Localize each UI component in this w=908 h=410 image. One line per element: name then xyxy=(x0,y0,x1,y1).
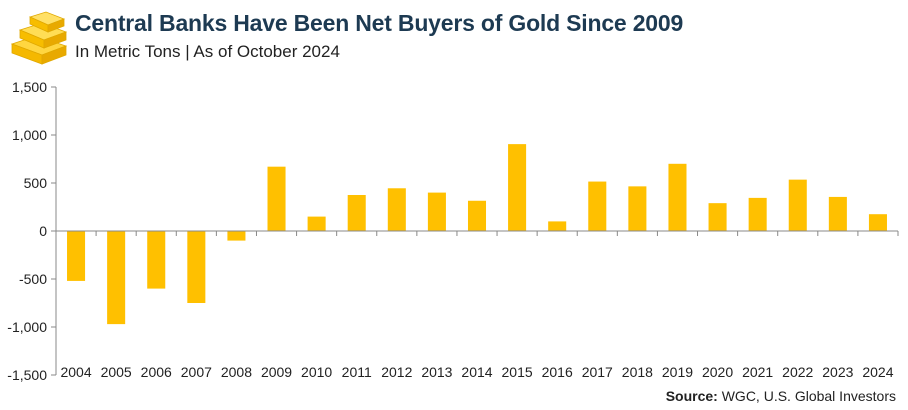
x-tick-label: 2018 xyxy=(622,364,653,380)
chart-header: Central Banks Have Been Net Buyers of Go… xyxy=(0,0,908,80)
bar-2018 xyxy=(628,186,647,231)
chart-title: Central Banks Have Been Net Buyers of Go… xyxy=(75,10,684,36)
source-label: Source: xyxy=(665,388,718,404)
bar-2020 xyxy=(708,203,727,231)
chart-subtitle: In Metric Tons | As of October 2024 xyxy=(75,42,340,61)
x-tick-label: 2023 xyxy=(822,364,853,380)
bar-2017 xyxy=(588,181,607,231)
x-tick-label: 2020 xyxy=(702,364,733,380)
bar-2007 xyxy=(187,231,206,303)
x-tick-label: 2005 xyxy=(101,364,132,380)
bars xyxy=(67,144,887,325)
x-tick-label: 2016 xyxy=(542,364,573,380)
axes xyxy=(55,87,899,375)
x-tick-label: 2010 xyxy=(301,364,332,380)
x-tick-label: 2017 xyxy=(582,364,613,380)
x-tick-label: 2021 xyxy=(742,364,773,380)
bar-2021 xyxy=(748,197,767,231)
x-tick-label: 2013 xyxy=(421,364,452,380)
x-tick-label: 2024 xyxy=(862,364,893,380)
y-tick-label: -500 xyxy=(19,271,47,287)
bar-2024 xyxy=(868,214,887,231)
x-tick-label: 2011 xyxy=(342,364,372,380)
x-tick-label: 2007 xyxy=(181,364,212,380)
bar-2004 xyxy=(67,231,86,281)
bar-2012 xyxy=(387,188,406,231)
y-tick-label: -1,000 xyxy=(7,319,47,335)
x-tick-label: 2012 xyxy=(381,364,412,380)
source-note: Source: WGC, U.S. Global Investors xyxy=(666,388,896,404)
bar-2008 xyxy=(227,231,246,241)
x-tick-label: 2009 xyxy=(261,364,292,380)
bar-2011 xyxy=(347,195,366,231)
x-axis-labels: 2004 2005 2006 2007 2008 2009 2010 2011 2012 2013… xyxy=(60,364,893,380)
x-tick-label: 2008 xyxy=(221,364,252,380)
y-tick-label: 500 xyxy=(24,175,48,191)
source-text: WGC, U.S. Global Investors xyxy=(717,388,896,404)
bar-2006 xyxy=(147,231,166,289)
bar-2019 xyxy=(668,163,687,231)
y-tick-label: 1,500 xyxy=(12,79,47,95)
bar-2014 xyxy=(467,200,487,231)
x-tick-label: 2015 xyxy=(502,364,533,380)
x-tick-label: 2014 xyxy=(461,364,492,380)
bar-2016 xyxy=(548,221,567,231)
bar-2015 xyxy=(508,144,527,231)
x-tick-label: 2019 xyxy=(662,364,693,380)
bar-2005 xyxy=(107,231,126,325)
x-tick-label: 2006 xyxy=(141,364,172,380)
x-tick-label: 2004 xyxy=(60,364,91,380)
y-axis-ticks: 1,500 1,000 500 0 -500 -1,000 -1,500 xyxy=(7,79,56,383)
bar-2013 xyxy=(427,192,446,231)
y-tick-label: 0 xyxy=(39,223,47,239)
y-tick-label: -1,500 xyxy=(7,367,47,383)
y-tick-label: 1,000 xyxy=(12,127,47,143)
x-tick-label: 2022 xyxy=(782,364,813,380)
bar-2022 xyxy=(788,179,807,231)
bar-2023 xyxy=(828,196,847,231)
bar-2010 xyxy=(307,216,326,231)
gold-bars-icon xyxy=(10,11,68,65)
bar-2009 xyxy=(267,166,286,231)
